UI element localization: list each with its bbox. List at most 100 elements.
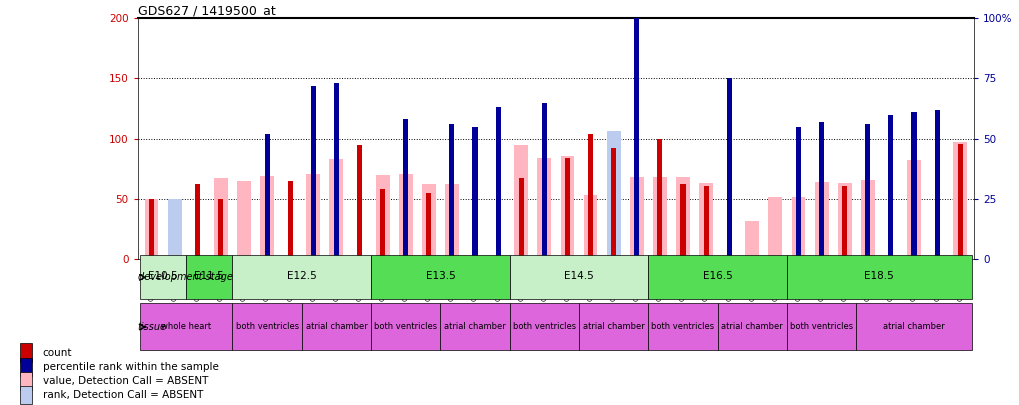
Bar — [680, 185, 685, 259]
Bar — [656, 139, 661, 259]
Text: count: count — [43, 347, 72, 358]
Bar — [333, 173, 338, 259]
Text: atrial chamber: atrial chamber — [443, 322, 505, 330]
Bar — [629, 177, 643, 259]
Bar — [195, 185, 200, 259]
Text: both ventricles: both ventricles — [651, 322, 714, 330]
Text: percentile rank within the sample: percentile rank within the sample — [43, 362, 218, 372]
Text: value, Detection Call = ABSENT: value, Detection Call = ABSENT — [43, 376, 208, 386]
Bar — [953, 142, 966, 259]
Bar — [787, 255, 971, 299]
Bar — [648, 303, 717, 350]
Bar — [329, 159, 343, 259]
Bar — [579, 303, 648, 350]
Bar — [495, 107, 500, 259]
Bar — [232, 303, 302, 350]
Bar — [426, 193, 431, 259]
Text: atrial chamber: atrial chamber — [720, 322, 783, 330]
Bar — [306, 174, 320, 259]
Bar — [145, 199, 158, 259]
Bar — [698, 183, 712, 259]
Bar — [149, 199, 154, 259]
Bar — [957, 143, 962, 259]
Bar — [842, 186, 847, 259]
Bar — [449, 193, 454, 259]
Bar — [787, 303, 855, 350]
Bar — [911, 112, 916, 259]
Bar — [933, 110, 938, 259]
Bar — [652, 177, 666, 259]
Bar — [357, 145, 362, 259]
Bar — [510, 303, 579, 350]
Bar — [888, 157, 893, 259]
Bar — [186, 255, 232, 299]
Bar — [403, 205, 408, 259]
Text: E12.5: E12.5 — [286, 271, 316, 281]
Bar — [795, 193, 800, 259]
Bar — [398, 174, 413, 259]
Bar — [214, 179, 227, 259]
Text: E14.5: E14.5 — [564, 271, 593, 281]
Bar — [717, 303, 787, 350]
Bar — [648, 255, 787, 299]
Bar — [634, 64, 639, 259]
Bar — [444, 185, 459, 259]
Bar — [745, 221, 758, 259]
Text: whole heart: whole heart — [161, 322, 211, 330]
Bar — [676, 177, 689, 259]
Text: E13.5: E13.5 — [425, 271, 454, 281]
Bar — [20, 358, 33, 376]
Bar — [560, 156, 574, 259]
Bar — [703, 186, 708, 259]
Bar — [449, 124, 454, 259]
Bar — [375, 175, 389, 259]
Bar — [167, 199, 181, 259]
Bar — [371, 303, 440, 350]
Bar — [610, 148, 615, 259]
Bar — [606, 132, 620, 259]
Bar — [371, 255, 510, 299]
Bar — [218, 199, 223, 259]
Bar — [20, 372, 33, 390]
Text: both ventricles: both ventricles — [513, 322, 576, 330]
Bar — [140, 303, 232, 350]
Text: both ventricles: both ventricles — [235, 322, 299, 330]
Bar — [302, 303, 371, 350]
Text: development stage: development stage — [138, 273, 232, 282]
Text: E16.5: E16.5 — [702, 271, 732, 281]
Text: tissue: tissue — [138, 322, 166, 332]
Bar — [403, 119, 408, 259]
Bar — [495, 160, 500, 259]
Bar — [795, 127, 800, 259]
Bar — [472, 195, 477, 259]
Text: atrial chamber: atrial chamber — [306, 322, 367, 330]
Bar — [422, 185, 435, 259]
Bar — [565, 158, 570, 259]
Bar — [311, 179, 316, 259]
Bar — [888, 115, 893, 259]
Bar — [472, 127, 477, 259]
Bar — [818, 160, 823, 259]
Bar — [380, 189, 385, 259]
Bar — [537, 158, 550, 259]
Bar — [791, 196, 805, 259]
Text: both ventricles: both ventricles — [790, 322, 852, 330]
Bar — [541, 102, 546, 259]
Bar — [20, 386, 33, 404]
Text: E10.5: E10.5 — [148, 271, 177, 281]
Bar — [287, 181, 292, 259]
Bar — [140, 255, 186, 299]
Bar — [333, 83, 338, 259]
Bar — [767, 196, 782, 259]
Bar — [260, 176, 274, 259]
Bar — [514, 145, 528, 259]
Bar — [264, 134, 269, 259]
Text: E18.5: E18.5 — [864, 271, 894, 281]
Bar — [440, 303, 510, 350]
Bar — [232, 255, 371, 299]
Bar — [606, 145, 620, 259]
Text: atrial chamber: atrial chamber — [582, 322, 644, 330]
Bar — [519, 179, 524, 259]
Bar — [864, 185, 869, 259]
Bar — [311, 86, 316, 259]
